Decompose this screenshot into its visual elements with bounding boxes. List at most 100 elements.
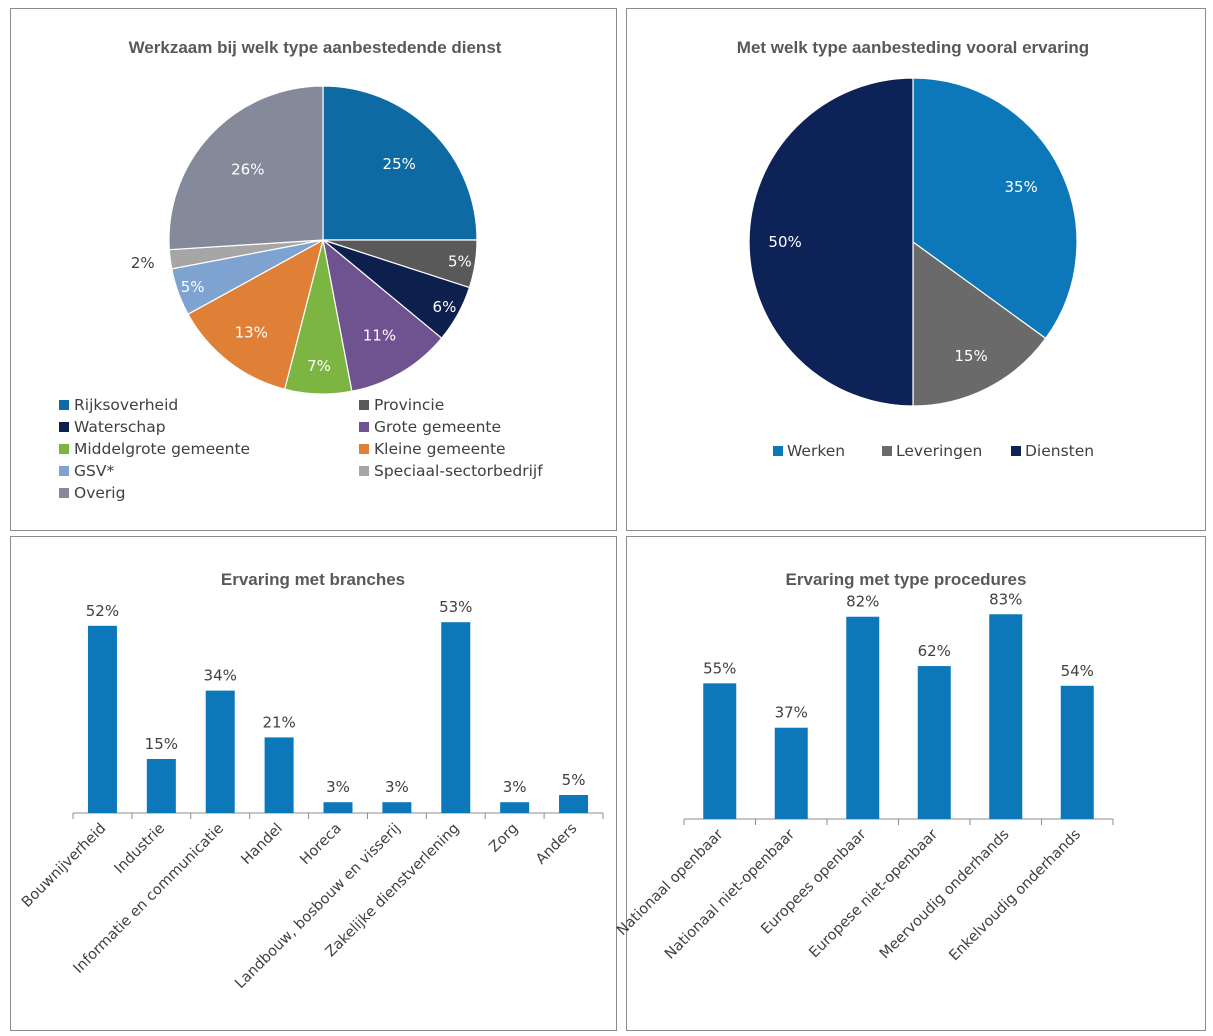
data-label-waterschap: 6% xyxy=(433,298,457,316)
data-label-rijksoverheid: 25% xyxy=(383,155,416,173)
legend-label-grote-gemeente: Grote gemeente xyxy=(374,418,501,436)
bars xyxy=(87,622,589,813)
bar-nationaal-openbaar xyxy=(703,683,737,819)
bar-horeca xyxy=(323,802,353,813)
legend-swatch-gsv xyxy=(59,466,69,476)
legend-label-waterschap: Waterschap xyxy=(74,418,166,436)
legend-swatch-diensten xyxy=(1011,446,1021,456)
pie-slice-diensten xyxy=(748,77,914,407)
data-label-anders: 5% xyxy=(562,771,586,789)
bar-meervoudig-onderhands xyxy=(989,614,1023,819)
legend-swatch-provincie xyxy=(359,400,369,410)
legend: Werken Leveringen Diensten xyxy=(773,442,1094,460)
legend-label-gsv: GSV* xyxy=(74,462,114,480)
legend-swatch-middelgrote-gemeente xyxy=(59,444,69,454)
pie-slices xyxy=(168,85,478,395)
bar-zorg xyxy=(500,802,530,813)
tick-label-zorg: Zorg xyxy=(486,821,521,856)
pie-chart-dienst: Werkzaam bij welk type aanbestedende die… xyxy=(59,38,543,502)
bar-europese-niet-openbaar xyxy=(917,666,951,819)
bar-anders xyxy=(559,795,589,813)
data-label-informatie-en-communicatie: 34% xyxy=(204,667,237,685)
data-label-middelgrote-gemeente: 7% xyxy=(307,357,331,375)
pie-slice-werken xyxy=(912,77,1078,340)
legend-swatch-speciaal-sectorbedrijf xyxy=(359,466,369,476)
bar-nationaal-niet-openbaar xyxy=(774,727,808,819)
tick-label-horeca: Horeca xyxy=(297,821,345,869)
legend-swatch-waterschap xyxy=(59,422,69,432)
data-label-provincie: 5% xyxy=(448,253,472,271)
bar-handel xyxy=(264,737,294,813)
data-label-overig: 26% xyxy=(231,160,264,178)
tick-label-meervoudig-onderhands: Meervoudig onderhands xyxy=(877,827,1013,963)
chart-title: Ervaring met type procedures xyxy=(786,570,1027,589)
data-label-nationaal-niet-openbaar: 37% xyxy=(775,704,808,722)
legend-swatch-grote-gemeente xyxy=(359,422,369,432)
legend-swatch-kleine-gemeente xyxy=(359,444,369,454)
data-label-europese-niet-openbaar: 62% xyxy=(918,642,951,660)
data-label-meervoudig-onderhands: 83% xyxy=(989,590,1022,608)
chart-panel-aanbesteding: Met welk type aanbesteding vooral ervari… xyxy=(626,8,1206,531)
data-label-kleine-gemeente: 13% xyxy=(235,323,268,341)
data-label-industrie: 15% xyxy=(145,735,178,753)
pie-slice-overig xyxy=(168,85,324,251)
data-label-gsv: 5% xyxy=(181,278,205,296)
pie-slice-leveringen xyxy=(912,240,1047,407)
pie-chart-aanbesteding: Met welk type aanbesteding vooral ervari… xyxy=(737,38,1094,460)
data-label-zorg: 3% xyxy=(503,778,527,796)
data-label-leveringen: 15% xyxy=(954,347,987,365)
bar-zakelijke-dienstverlening xyxy=(441,622,471,813)
legend-label-leveringen: Leveringen xyxy=(896,442,982,460)
legend-label-overig: Overig xyxy=(74,484,125,502)
legend-label-middelgrote-gemeente: Middelgrote gemeente xyxy=(74,440,250,458)
chart-title: Ervaring met branches xyxy=(221,570,405,589)
legend: Rijksoverheid Provincie Waterschap Grote ge… xyxy=(59,396,543,502)
bar-europees-openbaar xyxy=(846,616,880,819)
data-label-zakelijke-dienstverlening: 53% xyxy=(439,598,472,616)
data-label-bouwnijverheid: 52% xyxy=(86,602,119,620)
legend-swatch-rijksoverheid xyxy=(59,400,69,410)
tick-label-europese-niet-openbaar: Europese niet-openbaar xyxy=(806,826,941,961)
bar-chart-procedures: Ervaring met type procedures 55% Nationaa… xyxy=(614,570,1114,965)
pie-slice-grote-gemeente xyxy=(322,238,443,392)
data-label-werken: 35% xyxy=(1004,178,1037,196)
bar-industrie xyxy=(146,759,176,813)
tick-label-industrie: Industrie xyxy=(112,820,169,877)
data-label-nationaal-openbaar: 55% xyxy=(703,659,736,677)
tick-label-bouwnijverheid: Bouwnijverheid xyxy=(19,821,109,911)
chart-panel-dienst: Werkzaam bij welk type aanbestedende die… xyxy=(10,8,617,531)
legend-label-speciaal-sectorbedrijf: Speciaal-sectorbedrijf xyxy=(374,462,543,480)
data-label-diensten: 50% xyxy=(768,233,801,251)
data-label-enkelvoudig-onderhands: 54% xyxy=(1061,662,1094,680)
tick-label-handel: Handel xyxy=(238,821,285,868)
chart-panel-procedures: Ervaring met type procedures 55% Nationaa… xyxy=(614,536,1206,1031)
legend-swatch-leveringen xyxy=(882,446,892,456)
legend-label-kleine-gemeente: Kleine gemeente xyxy=(374,440,506,458)
data-label-handel: 21% xyxy=(262,713,295,731)
data-label-horeca: 3% xyxy=(326,778,350,796)
legend-label-provincie: Provincie xyxy=(374,396,444,414)
pie-slices xyxy=(748,77,1078,407)
bar-enkelvoudig-onderhands xyxy=(1060,685,1094,819)
bars xyxy=(703,614,1094,819)
data-label-grote-gemeente: 11% xyxy=(363,326,396,344)
data-label-landbouw-bosbouw-en-visserij: 3% xyxy=(385,778,409,796)
chart-title: Werkzaam bij welk type aanbestedende die… xyxy=(129,38,502,57)
legend-swatch-overig xyxy=(59,488,69,498)
chart-panel-branches: Ervaring met branches 52% Bouwnijverheid 1… xyxy=(10,536,617,1031)
tick-label-enkelvoudig-onderhands: Enkelvoudig onderhands xyxy=(946,827,1084,965)
bar-informatie-en-communicatie xyxy=(205,690,235,813)
legend-label-werken: Werken xyxy=(787,442,845,460)
legend-label-rijksoverheid: Rijksoverheid xyxy=(74,396,178,414)
legend-label-diensten: Diensten xyxy=(1025,442,1094,460)
bar-chart-branches: Ervaring met branches 52% Bouwnijverheid 1… xyxy=(19,570,604,992)
bar-landbouw-bosbouw-en-visserij xyxy=(382,802,412,813)
tick-label-anders: Anders xyxy=(533,821,580,868)
legend-swatch-werken xyxy=(773,446,783,456)
bar-bouwnijverheid xyxy=(87,625,117,813)
chart-title: Met welk type aanbesteding vooral ervari… xyxy=(737,38,1089,57)
data-label-speciaal-sectorbedrijf: 2% xyxy=(131,254,155,272)
pie-slice-rijksoverheid xyxy=(322,85,478,241)
tick-label-nationaal-niet-openbaar: Nationaal niet-openbaar xyxy=(662,826,798,962)
data-label-europees-openbaar: 82% xyxy=(846,593,879,611)
